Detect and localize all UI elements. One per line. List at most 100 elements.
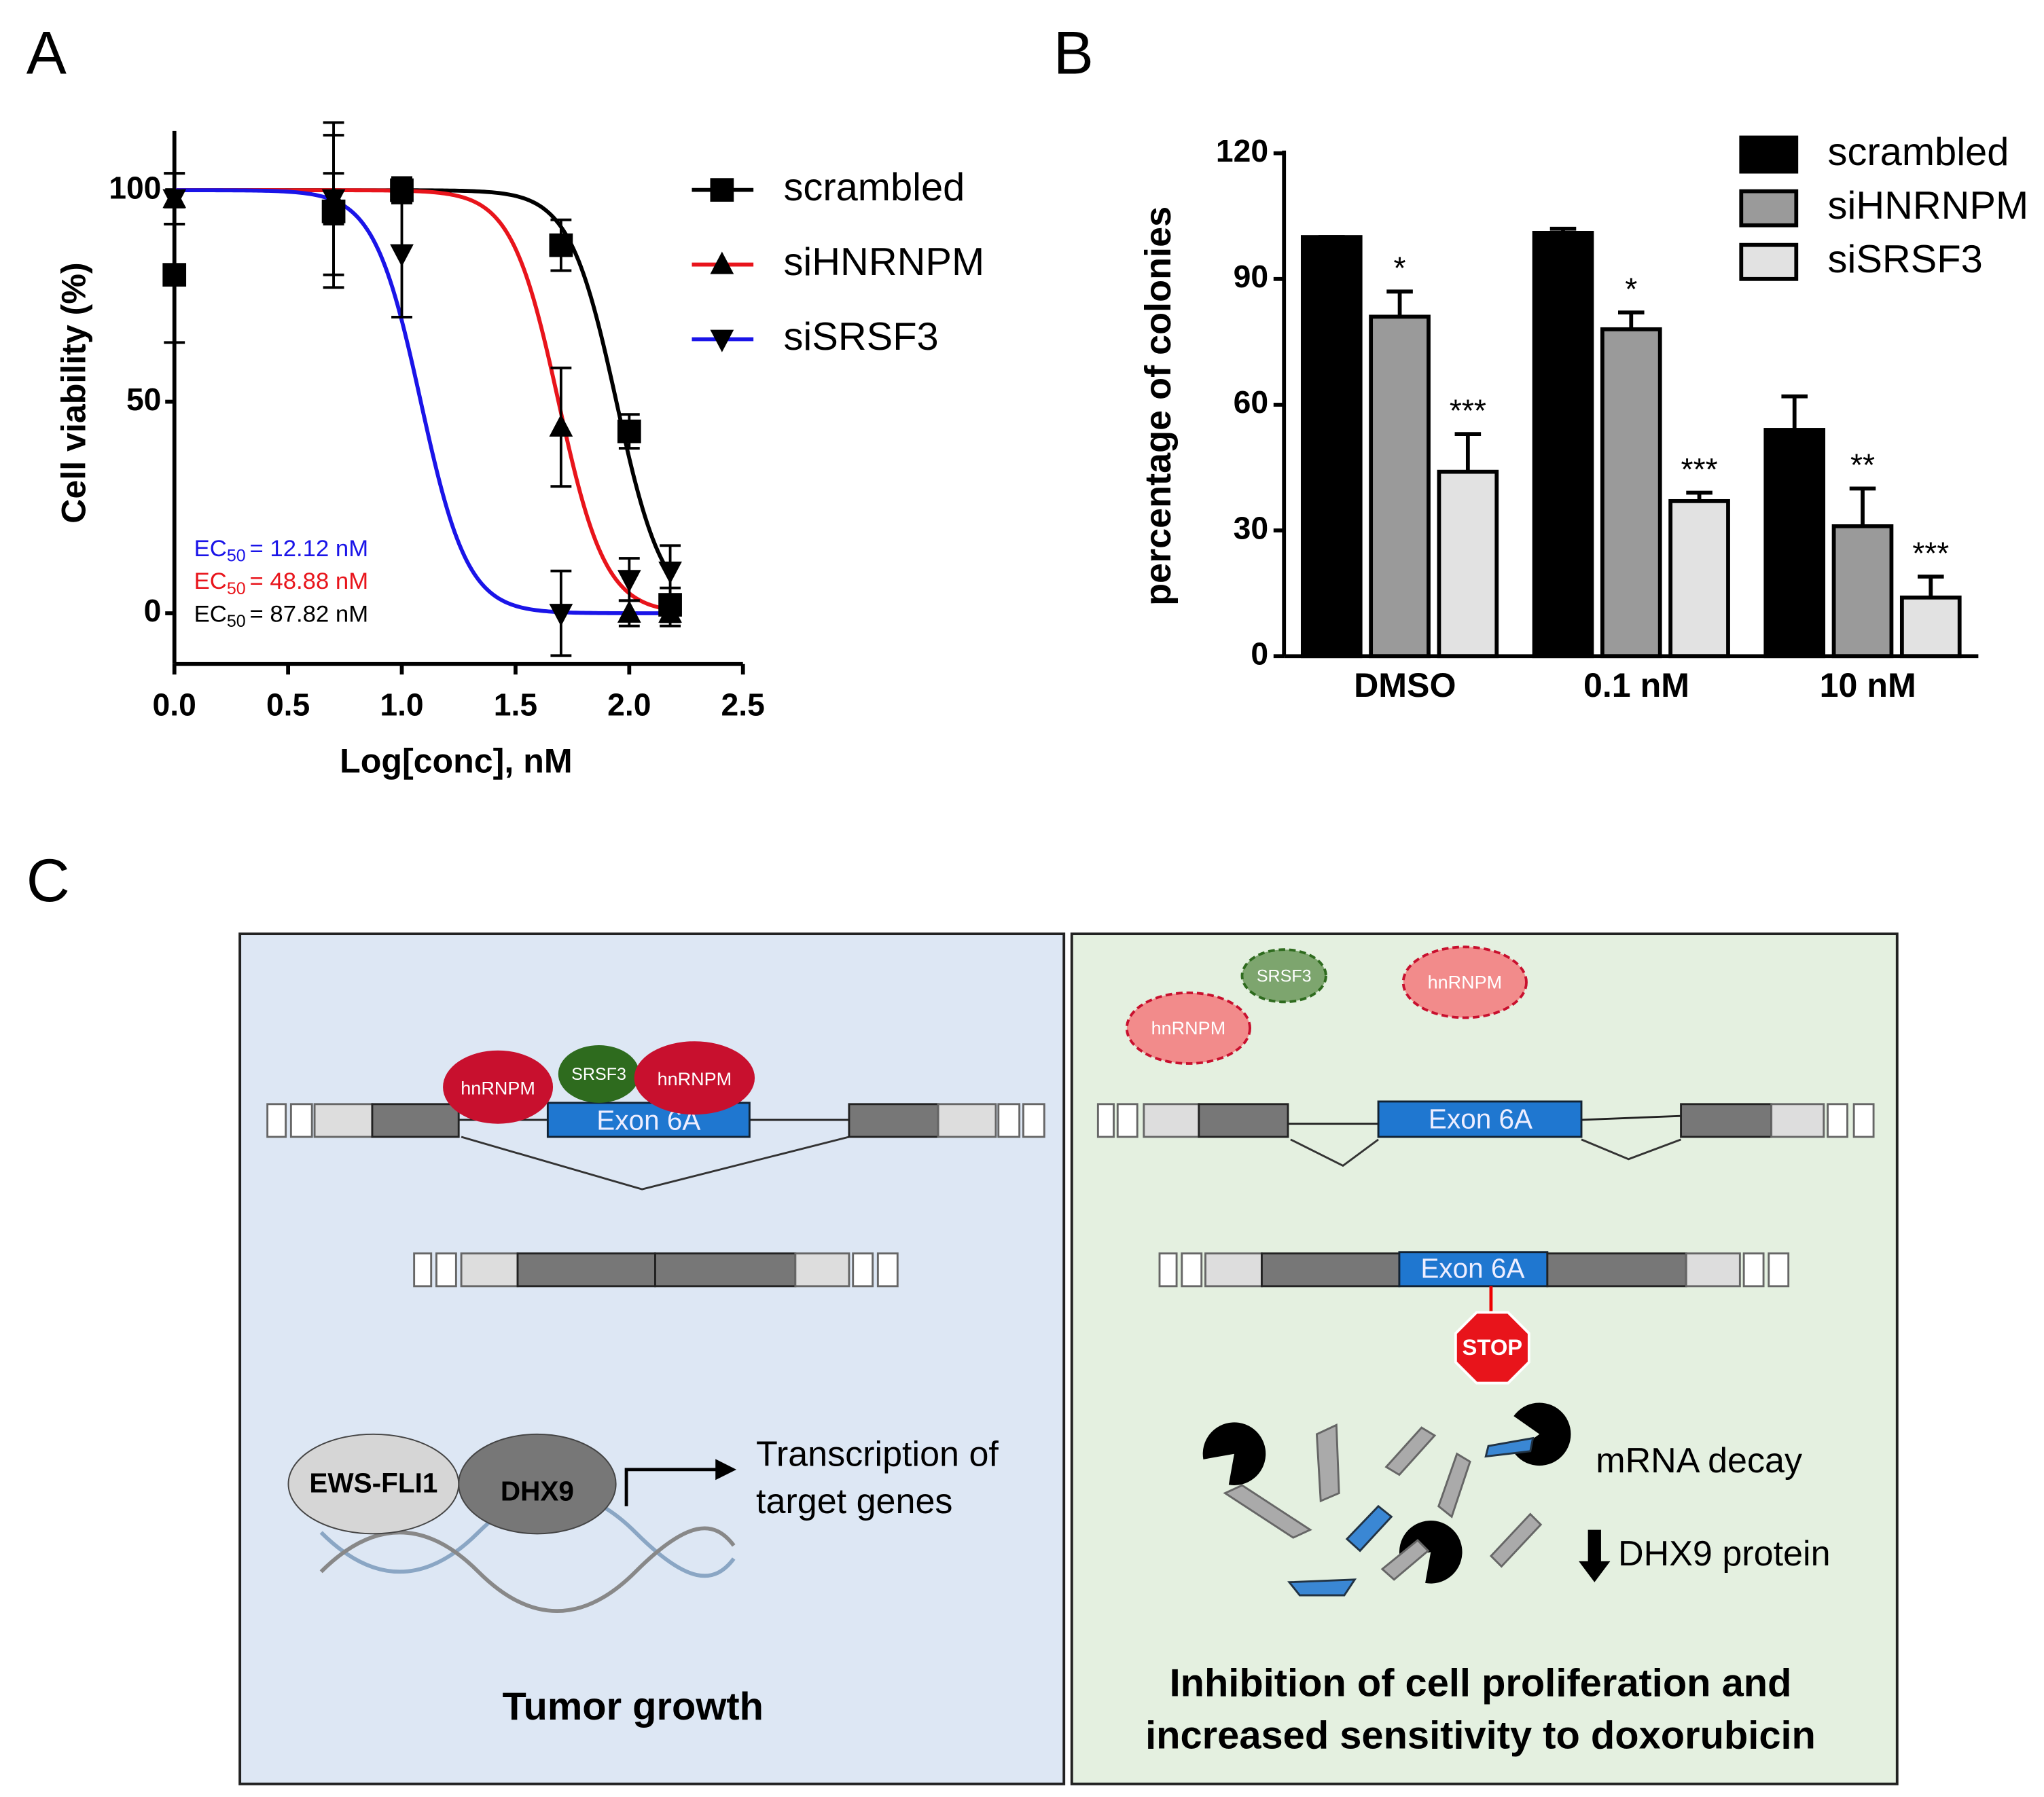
marker <box>617 570 641 593</box>
legend-label: siHNRNPM <box>784 240 985 284</box>
significance-label: * <box>1394 251 1406 286</box>
mrna <box>1158 1251 1790 1288</box>
ec50-text: EC <box>194 536 227 562</box>
marker <box>617 600 641 623</box>
marker <box>658 561 682 584</box>
arrow-head <box>715 1459 737 1481</box>
bar <box>1300 235 1363 659</box>
ec50-label: EC50 = 87.82 nM <box>194 602 369 631</box>
y-tick-label: 30 <box>1234 510 1268 545</box>
x-tick-label: 1.0 <box>380 687 423 723</box>
marker <box>710 329 734 352</box>
ec50-text: EC <box>194 568 227 594</box>
marker <box>390 177 414 200</box>
mrna <box>413 1252 899 1288</box>
ec50-sub: 50 <box>227 546 246 565</box>
bar <box>1831 524 1894 659</box>
y-tick-label: 60 <box>1234 384 1268 420</box>
marker <box>390 244 414 267</box>
fit-curve <box>174 188 670 615</box>
protein <box>634 1041 755 1115</box>
bar <box>1899 595 1962 659</box>
legend-swatch <box>1739 189 1799 228</box>
legend-swatch <box>1739 135 1799 174</box>
legend-label: siSRSF3 <box>1828 238 1983 281</box>
bar <box>1668 498 1730 659</box>
marker <box>617 419 641 443</box>
marker <box>710 178 734 202</box>
ec50-sub: 50 <box>227 612 246 631</box>
transcription-label: target genes <box>756 1482 952 1521</box>
legend-label: scrambled <box>1828 130 2009 174</box>
ec50-sub: 50 <box>227 579 246 598</box>
marker <box>549 414 573 437</box>
legend-label: siSRSF3 <box>784 315 939 359</box>
y-axis-label: Cell viability (%) <box>54 262 92 523</box>
x-tick-label: DMSO <box>1354 666 1456 704</box>
y-tick-label: 0 <box>144 593 162 628</box>
significance-label: *** <box>1450 393 1486 428</box>
exon-label: Exon 6A <box>1429 1104 1532 1135</box>
ec50-value: = 48.88 nM <box>250 568 369 594</box>
ec50-value: = 87.82 nM <box>250 602 369 628</box>
arrow <box>624 1468 719 1506</box>
y-tick-label: 120 <box>1216 133 1268 168</box>
protein <box>1401 945 1528 1019</box>
fit-curve <box>174 188 673 576</box>
marker <box>549 604 573 627</box>
significance-label: *** <box>1912 535 1949 570</box>
protein-label: SRSF3 <box>1257 966 1312 985</box>
decay-illustration <box>1202 1402 1571 1597</box>
x-tick-label: 0.5 <box>266 687 310 723</box>
significance-label: ** <box>1850 448 1875 483</box>
ec50-label: EC50 = 12.12 nM <box>194 536 369 565</box>
decay-label: mRNA decay <box>1596 1441 1802 1481</box>
protein <box>558 1045 640 1103</box>
ec50-value: = 12.12 nM <box>250 536 369 562</box>
marker <box>162 263 187 287</box>
y-tick-label: 50 <box>126 382 161 417</box>
stop-label: STOP <box>1463 1335 1523 1360</box>
marker <box>162 189 187 212</box>
pre-mrna <box>1096 1100 1875 1167</box>
legend-label: scrambled <box>784 166 965 209</box>
bar <box>1437 469 1499 659</box>
marker <box>321 189 346 212</box>
protein <box>1125 991 1252 1065</box>
protein-label: SRSF3 <box>571 1065 626 1084</box>
protein-label: hnRNPM <box>461 1078 535 1099</box>
x-tick-label: 0.1 nM <box>1583 666 1689 704</box>
y-tick-label: 90 <box>1234 259 1268 294</box>
protein-label: EWS-FLI1 <box>309 1468 437 1499</box>
protein-label: DHX9 <box>501 1475 574 1506</box>
significance-label: * <box>1625 272 1637 307</box>
panel-label: A <box>26 19 67 86</box>
x-tick-label: 10 nM <box>1820 666 1916 704</box>
outcome-label: Tumor growth <box>502 1685 763 1728</box>
stop-sign <box>1454 1311 1530 1385</box>
protein <box>287 1433 460 1535</box>
left-panel: Exon 6A hnRNPM SRSF3 hnRNPM EWS-FLI1 DHX… <box>238 932 1066 1785</box>
exon-label: Exon 6A <box>1420 1252 1524 1284</box>
bar <box>1532 231 1594 659</box>
bar <box>1600 327 1662 659</box>
protein-label: hnRNPM <box>1151 1018 1226 1038</box>
protein-drop-label: DHX9 protein <box>1618 1534 1831 1574</box>
x-tick-label: 0.0 <box>153 687 196 723</box>
outcome-label: Inhibition of cell proliferation and <box>1170 1661 1792 1705</box>
bar <box>1369 314 1431 659</box>
marker <box>658 600 682 623</box>
outcome-label: increased sensitivity to doxorubicin <box>1145 1713 1816 1757</box>
x-tick-label: 2.0 <box>607 687 651 723</box>
legend-swatch <box>1739 242 1799 281</box>
pre-mrna <box>266 1102 1045 1191</box>
bar <box>1763 428 1826 659</box>
y-tick-label: 100 <box>109 170 161 205</box>
marker <box>710 251 734 274</box>
ec50-label: EC50 = 48.88 nM <box>194 568 369 598</box>
protein-label: hnRNPM <box>658 1069 732 1089</box>
y-axis-label: percentage of colonies <box>1138 206 1179 606</box>
right-panel: SRSF3 hnRNPM hnRNPM Exon 6A <box>1070 932 1899 1785</box>
